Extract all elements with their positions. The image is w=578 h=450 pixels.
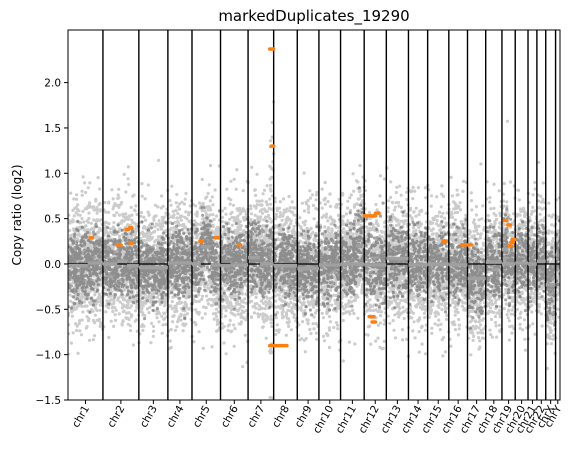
y-tick-label: −0.5 bbox=[36, 304, 62, 316]
copy-ratio-points bbox=[68, 100, 560, 400]
segment-means bbox=[68, 244, 560, 287]
y-tick-label: 1.0 bbox=[44, 168, 61, 180]
x-tick-label: chr6 bbox=[219, 403, 241, 430]
x-tick-label: chr3 bbox=[138, 404, 160, 430]
y-tick-label: 0.5 bbox=[44, 214, 61, 226]
x-tick-label: chr7 bbox=[245, 404, 267, 430]
y-tick-label: 0.0 bbox=[44, 259, 61, 271]
y-tick-label: 2.0 bbox=[44, 78, 61, 90]
plot-frame bbox=[67, 29, 561, 401]
x-tick-label: chr12 bbox=[356, 404, 381, 436]
x-tick-label: chr5 bbox=[191, 404, 213, 430]
copy-ratio-point-core bbox=[68, 186, 560, 330]
x-tick-label: chr2 bbox=[105, 404, 127, 430]
x-tick-label: chr9 bbox=[293, 404, 315, 430]
x-tick-label: chr4 bbox=[164, 403, 186, 430]
highlighted-segments bbox=[88, 47, 517, 348]
y-axis-label: Copy ratio (log2) bbox=[10, 164, 24, 265]
y-axis: −1.5 −1.0 −0.5 0.0 0.5 1.0 1.5 2.0 bbox=[36, 78, 68, 407]
x-tick-label: chr11 bbox=[334, 404, 359, 436]
chromosome-dividers bbox=[102, 30, 557, 400]
y-tick-label: −1.0 bbox=[36, 350, 62, 362]
chart-title: markedDuplicates_19290 bbox=[218, 7, 409, 26]
x-tick-label: chr8 bbox=[270, 404, 292, 430]
x-tick-label: chr1 bbox=[70, 404, 92, 430]
y-tick-label: 1.5 bbox=[44, 123, 61, 135]
x-tick-label: chr10 bbox=[311, 404, 336, 436]
y-tick-label: −1.5 bbox=[36, 395, 62, 407]
x-axis: chr1 chr2 chr3 chr4 chr5 chr6 chr7 chr8 chr9chr1… bbox=[70, 400, 565, 436]
